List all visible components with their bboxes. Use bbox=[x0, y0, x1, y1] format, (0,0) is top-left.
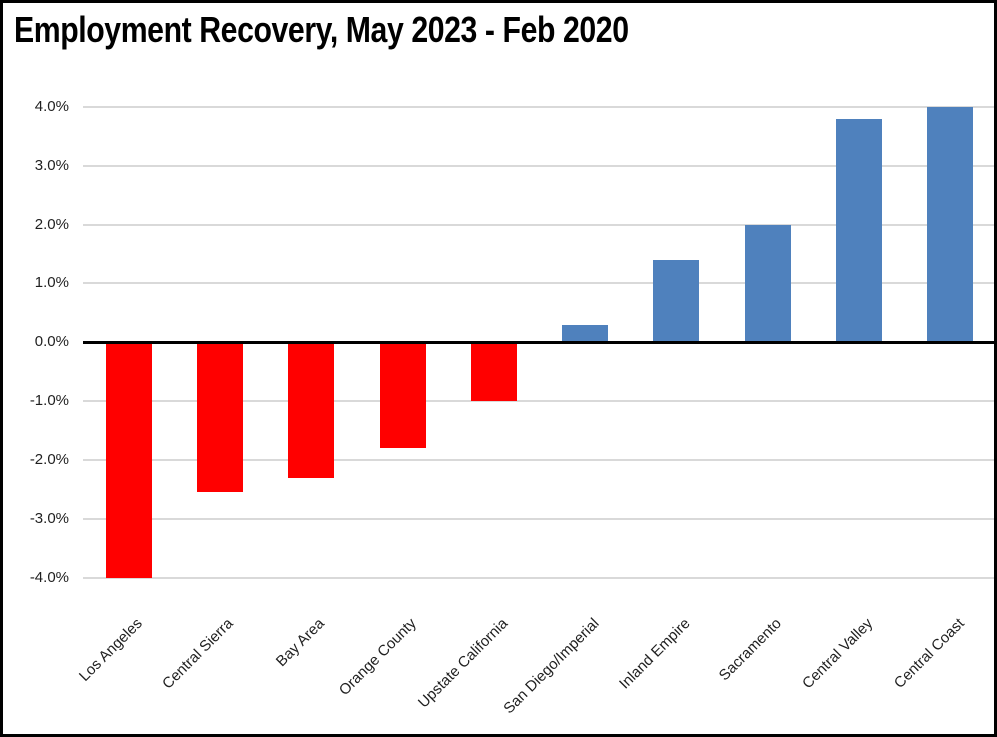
gridline bbox=[83, 517, 994, 520]
gridline bbox=[83, 282, 994, 285]
y-axis-tick-label: -4.0% bbox=[29, 568, 69, 586]
y-axis-tick-label: 1.0% bbox=[34, 274, 69, 292]
bar-orange-county bbox=[379, 342, 426, 449]
x-axis-category-label-san-diego-imperial: San Diego/Imperial bbox=[499, 615, 603, 718]
gridline bbox=[83, 105, 994, 108]
y-axis-tick-label: -3.0% bbox=[29, 509, 69, 527]
bar-upstate-california bbox=[470, 342, 517, 402]
bar-central-coast bbox=[927, 106, 974, 343]
bar-inland-empire bbox=[653, 259, 700, 343]
x-axis-category-label-orange-county: Orange County bbox=[335, 615, 420, 699]
bar-central-sierra bbox=[196, 342, 243, 493]
x-axis-category-label-upstate-california: Upstate California bbox=[414, 615, 511, 712]
y-axis-tick-label: 4.0% bbox=[34, 97, 69, 115]
y-axis-tick-label: -2.0% bbox=[29, 451, 69, 468]
gridline bbox=[83, 459, 994, 461]
bar-sacramento bbox=[744, 224, 791, 343]
gridline bbox=[83, 400, 994, 403]
bar-bay-area bbox=[288, 342, 335, 478]
bar-los-angeles bbox=[105, 342, 152, 578]
x-axis-category-label-central-sierra: Central Sierra bbox=[159, 615, 237, 693]
x-axis-category-label-inland-empire: Inland Empire bbox=[615, 615, 694, 693]
x-axis-category-label-sacramento: Sacramento bbox=[715, 615, 785, 685]
y-axis-tick-label: -1.0% bbox=[29, 392, 69, 410]
gridline bbox=[83, 164, 994, 167]
x-axis-category-label-central-coast: Central Coast bbox=[890, 615, 968, 692]
gridline bbox=[83, 576, 994, 579]
y-axis-tick-label: 2.0% bbox=[34, 215, 69, 233]
bar-san-diego-imperial bbox=[562, 324, 609, 343]
x-axis-category-label-central-valley: Central Valley bbox=[798, 615, 877, 693]
zero-axis-line bbox=[83, 340, 994, 344]
plot-area: 4.0% 3.0% 2.0% 1.0% 0.0% -1.0% -2.0% -3.0% -4.0%… bbox=[3, 3, 994, 734]
y-axis-tick-label: 0.0% bbox=[34, 333, 69, 351]
chart-title: Employment Recovery, May 2023 - Feb 2020 bbox=[14, 9, 629, 50]
y-axis-tick-label: 3.0% bbox=[34, 156, 69, 174]
x-axis-category-label-bay-area: Bay Area bbox=[273, 615, 329, 671]
bar-central-valley bbox=[836, 118, 883, 343]
gridline bbox=[83, 223, 994, 226]
x-axis-category-label-los-angeles: Los Angeles bbox=[75, 615, 146, 685]
